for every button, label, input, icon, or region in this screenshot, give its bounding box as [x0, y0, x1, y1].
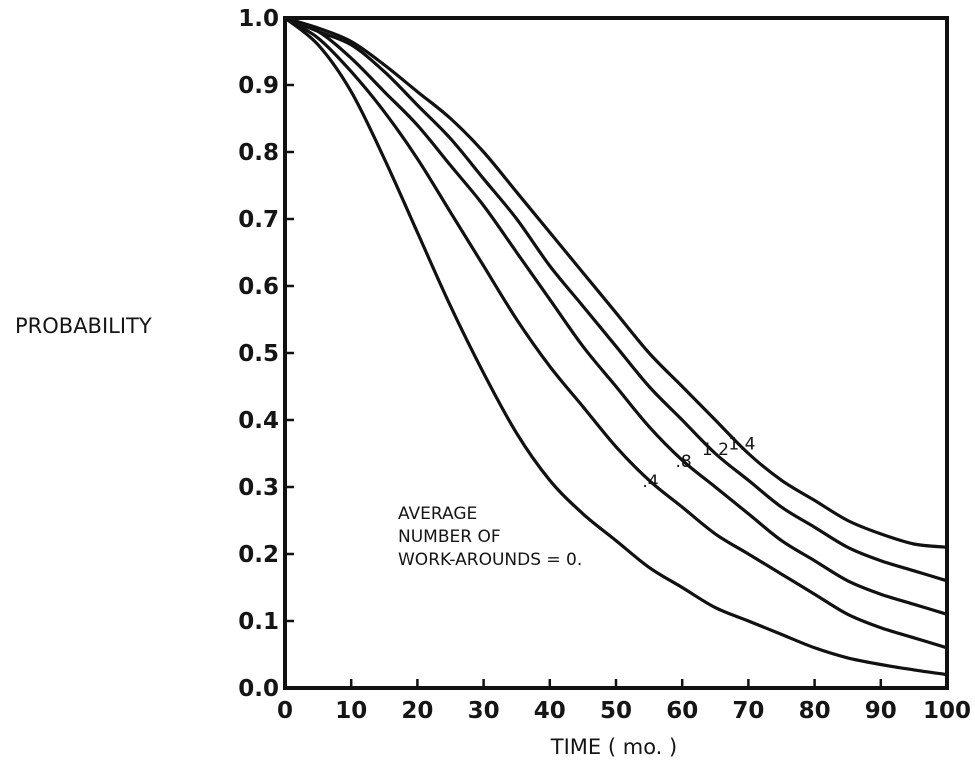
series-line — [283, 16, 948, 677]
series-label: 1.4 — [728, 435, 755, 455]
series-line — [284, 16, 948, 616]
y-tick-label: 0.6 — [238, 274, 279, 300]
plot-frame — [283, 16, 949, 690]
x-tick-label: 10 — [335, 698, 367, 724]
series-line — [284, 16, 948, 650]
x-axis-title: TIME ( mo. ) — [550, 735, 677, 759]
x-tick-label: 20 — [401, 698, 433, 724]
y-tick-label: 0.5 — [238, 341, 279, 367]
x-tick-label: 70 — [732, 698, 764, 724]
y-tick-label: 0.1 — [238, 609, 279, 635]
curves-layer — [283, 16, 948, 677]
y-tick-label: 0.7 — [238, 207, 279, 233]
series-line — [284, 16, 948, 549]
annotation: AVERAGE NUMBER OF WORK-AROUNDS = 0. — [398, 504, 582, 570]
y-tick-label: 0.0 — [238, 676, 279, 702]
series-label: 1.2 — [702, 440, 729, 460]
y-tick-label: 0.8 — [238, 140, 279, 166]
y-tick-label: 0.4 — [238, 408, 279, 434]
y-tick-label: 0.2 — [238, 542, 279, 568]
y-tick-label: 0.3 — [238, 475, 279, 501]
y-tick-label: 0.9 — [238, 73, 279, 99]
x-tick-label: 50 — [600, 698, 632, 724]
annotation-line-3: WORK-AROUNDS = 0. — [398, 550, 582, 570]
x-tick-label: 90 — [865, 698, 897, 724]
x-tick-label: 100 — [923, 698, 971, 724]
x-tick-label: 60 — [666, 698, 698, 724]
annotation-line-1: AVERAGE — [398, 504, 477, 524]
y-axis-title: PROBABILITY — [15, 314, 152, 338]
series-label: .8 — [675, 452, 691, 472]
series-line — [284, 16, 948, 583]
x-tick-label: 40 — [534, 698, 566, 724]
x-tick-label: 30 — [468, 698, 500, 724]
ticks-layer: 0.0 0.1 0.2 0.3 0.4 0.5 0.6 0.7 0.8 0.9 1.0 0 10 20 30… — [238, 6, 971, 724]
series-label: .4 — [642, 472, 658, 492]
annotation-line-2: NUMBER OF — [398, 527, 501, 547]
x-tick-label: 0 — [277, 698, 293, 724]
labels-layer: .4 .8 1.2 1.4 — [642, 435, 755, 493]
x-tick-label: 80 — [799, 698, 831, 724]
y-tick-label: 1.0 — [238, 6, 279, 32]
